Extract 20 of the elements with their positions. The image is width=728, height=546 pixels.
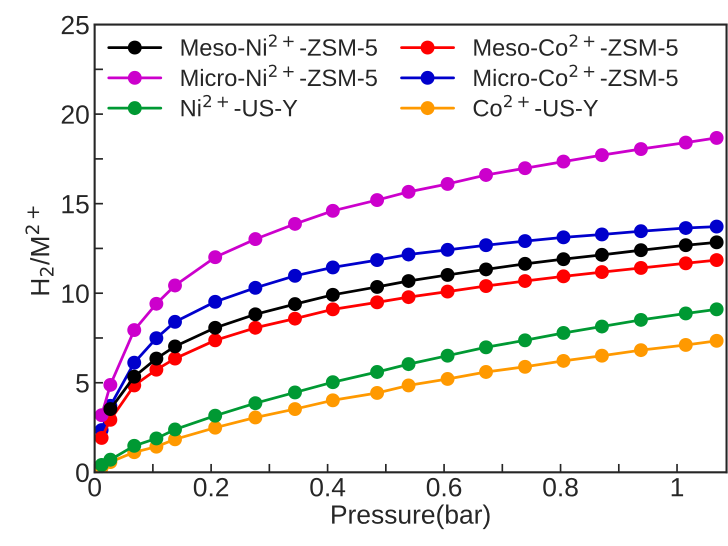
x-tick-label: 1: [672, 478, 684, 496]
legend-label: Ni$^{2+}$-US-Y: [182, 94, 298, 116]
y-tick-label: 15: [62, 195, 89, 214]
x-tick-label: 0: [88, 478, 101, 497]
legend-label: Co$^{2+}$-US-Y: [474, 94, 598, 116]
x-tick-label: 0.4: [310, 478, 346, 497]
y-tick-label: 20: [62, 105, 89, 124]
legend-label: Micro-Co$^{2+}$-ZSM-5: [474, 64, 678, 86]
y-tick-label: 25: [62, 16, 89, 34]
legend-label: Meso-Ni$^{2+}$-ZSM-5: [182, 34, 377, 56]
x-tick-label: 0.2: [194, 478, 228, 497]
x-axis-title: Pressure(bar): [332, 504, 490, 530]
x-tick-label: 0.6: [426, 478, 462, 497]
legend-label: Micro-Ni$^{2+}$-ZSM-5: [182, 64, 377, 86]
y-axis-title: H$_{2}$/M$^{2+}$: [25, 206, 54, 295]
y-tick-label: 0: [76, 463, 89, 482]
y-tick-label: 10: [62, 284, 89, 304]
x-tick-label: 0.8: [543, 478, 578, 497]
legend-label: Meso-Co$^{2+}$-ZSM-5: [474, 34, 678, 56]
y-tick-label: 5: [76, 374, 89, 393]
